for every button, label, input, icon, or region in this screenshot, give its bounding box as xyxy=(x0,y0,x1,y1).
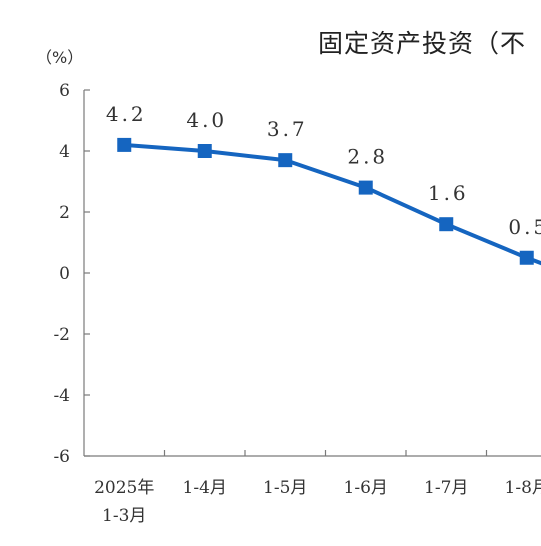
x-tick-label: 1-4月 xyxy=(183,478,227,498)
series-line xyxy=(124,142,541,266)
data-label: 4.0 xyxy=(186,108,227,132)
data-point-marker xyxy=(197,144,212,158)
x-tick-label: 2025年 xyxy=(94,478,154,498)
x-tick-label: 1-5月 xyxy=(263,478,307,498)
y-tick-label: 6 xyxy=(59,81,70,101)
data-label: 0.5 xyxy=(508,215,541,239)
x-tick-label: 1-8月 xyxy=(505,478,541,498)
y-axis-unit: （%） xyxy=(36,48,84,67)
chart-title: 固定资产投资（不 xyxy=(318,29,527,58)
data-point-marker xyxy=(519,250,534,265)
x-tick-label: 1-7月 xyxy=(424,478,468,498)
y-tick-label: -2 xyxy=(53,325,70,345)
data-label: 4.2 xyxy=(106,102,147,126)
data-label: 3.7 xyxy=(267,117,308,141)
data-point-marker xyxy=(439,217,454,232)
y-tick-label: 0 xyxy=(59,264,70,284)
y-tick-label: 4 xyxy=(59,142,70,162)
data-label: 1.6 xyxy=(428,181,469,205)
data-label: 2.8 xyxy=(347,145,388,169)
data-point-marker xyxy=(117,137,132,152)
data-point-marker xyxy=(358,180,373,195)
data-point-marker xyxy=(278,153,293,168)
x-tick-label: 1-3月 xyxy=(102,506,146,526)
y-tick-label: -6 xyxy=(53,447,70,467)
y-tick-label: -4 xyxy=(53,386,70,406)
x-tick-label: 1-6月 xyxy=(344,478,388,498)
y-tick-label: 2 xyxy=(59,203,70,223)
